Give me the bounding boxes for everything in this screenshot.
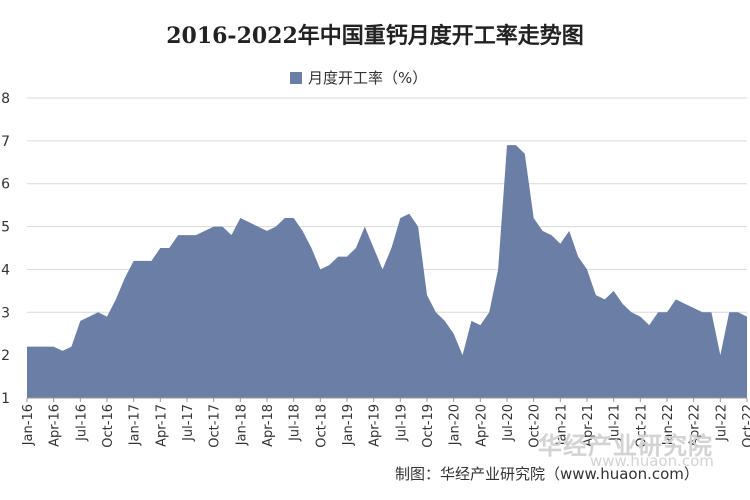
y-tick-label: .5	[0, 220, 10, 236]
x-tick-label: Jan-21	[554, 404, 569, 446]
x-tick-label: Jul-20	[501, 404, 516, 442]
x-tick-label: Jan-16	[21, 404, 36, 446]
x-tick-label: Apr-17	[154, 404, 169, 447]
x-tick-label: Apr-16	[48, 404, 63, 447]
x-tick-label: Jul-18	[288, 404, 303, 442]
x-tick-label: Oct-19	[421, 404, 436, 448]
x-tick-label: Apr-22	[688, 404, 703, 447]
x-tick-label: Jan-18	[234, 404, 249, 446]
y-tick-label: .6	[0, 177, 10, 193]
legend-swatch	[290, 71, 302, 84]
x-tick-label: Jul-17	[181, 404, 196, 442]
x-tick-label: Oct-22	[741, 404, 750, 448]
x-tick-label: Jan-20	[448, 404, 463, 446]
x-tick-label: Oct-18	[314, 404, 329, 448]
x-tick-label: Jul-19	[394, 404, 409, 442]
y-tick-label: .4	[0, 262, 10, 278]
x-tick-label: Jul-21	[608, 404, 623, 442]
y-tick-label: .7	[0, 134, 10, 150]
legend: 月度开工率（%）	[290, 67, 427, 88]
x-tick-label: Jan-22	[661, 404, 676, 446]
x-tick-label: Jan-17	[128, 404, 143, 446]
chart-title: 2016-2022年中国重钙月度开工率走势图	[166, 23, 584, 49]
y-tick-label: .2	[0, 348, 10, 364]
y-tick-label: .3	[0, 305, 10, 321]
x-tick-label: Apr-19	[368, 404, 383, 447]
y-tick-label: .8	[0, 91, 10, 107]
x-tick-label: Oct-17	[208, 404, 223, 448]
legend-label: 月度开工率（%）	[308, 69, 428, 87]
x-tick-label: Apr-20	[474, 404, 489, 447]
x-tick-label: Oct-16	[101, 404, 116, 448]
watermark-url: www.huaon.com	[590, 452, 714, 470]
x-tick-label: Oct-21	[634, 404, 649, 448]
x-tick-label: Jul-16	[74, 404, 89, 442]
x-tick-label: Jul-22	[714, 404, 729, 442]
x-tick-label: Oct-20	[528, 404, 543, 448]
area-series	[27, 145, 747, 398]
watermark: 华经产业研究院	[538, 432, 713, 460]
x-tick-label: Jan-19	[341, 404, 356, 446]
x-tick-label: Apr-21	[581, 404, 596, 447]
y-tick-label: .1	[0, 391, 10, 407]
source-note: 制图：华经产业研究院（www.huaon.com）	[395, 465, 699, 483]
x-tick-label: Apr-18	[261, 404, 276, 447]
